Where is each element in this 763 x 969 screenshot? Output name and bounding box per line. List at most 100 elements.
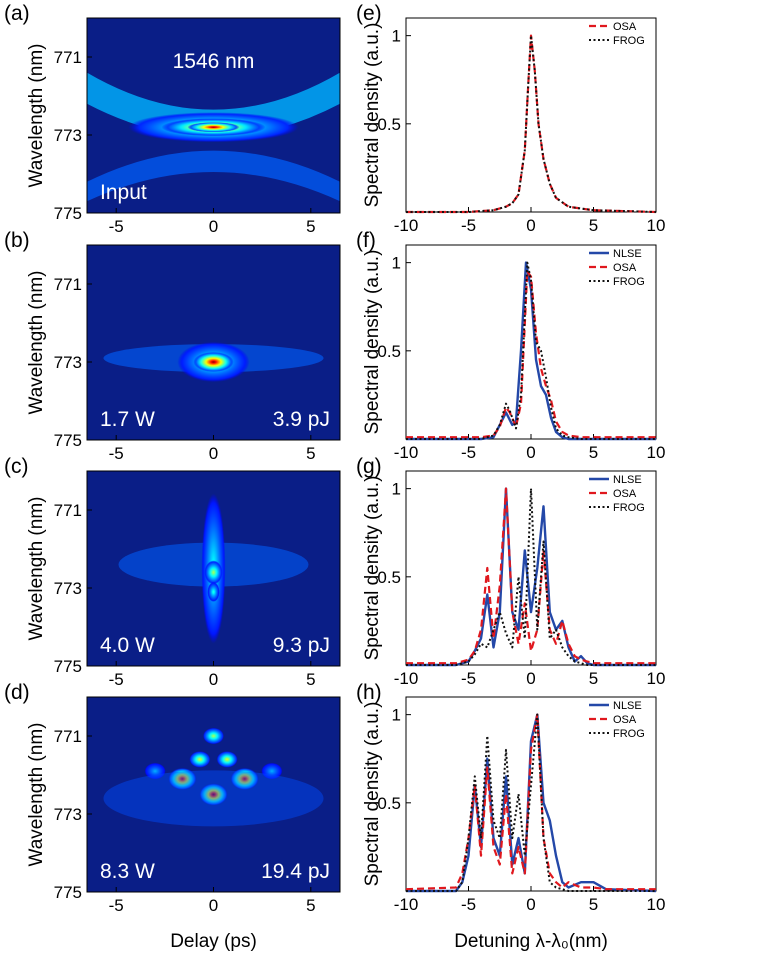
legend-label: FROG <box>613 276 645 288</box>
x-tick-label: -10 <box>394 895 419 914</box>
legend-label: NLSE <box>613 474 642 486</box>
heatmap-feature <box>193 352 234 372</box>
series-line-nlse <box>406 487 656 667</box>
heatmap-body <box>103 342 324 382</box>
series-line-frog <box>406 34 657 213</box>
x-tick-label: 0 <box>526 443 535 462</box>
legend-box <box>585 248 651 294</box>
y-axis-title: Spectral density (a.u.) <box>362 702 383 887</box>
x-tick-label: -10 <box>394 443 419 462</box>
y-tick-label: 771 <box>54 501 82 520</box>
heatmap-feature <box>230 767 259 790</box>
x-tick-label: 0 <box>209 670 218 689</box>
heatmap-feature <box>168 767 197 790</box>
y-tick-label: 1 <box>392 706 401 725</box>
y-tick-label: 0.5 <box>377 342 401 361</box>
heatmap-annotation: 8.3 W <box>100 860 155 883</box>
heatmap-panel-c: 771 773 775 -5 0 5 Wavelength (nm) (c) 4.0 W 9.3 … <box>4 455 341 689</box>
y-tick-label: 773 <box>54 579 82 598</box>
x-axis-title: Delay (ps) <box>170 931 257 952</box>
x-tick-label: -10 <box>394 669 419 688</box>
panel-letter: (d) <box>4 681 30 704</box>
heatmap-feature <box>216 751 238 768</box>
heatmap-annotation: Input <box>100 181 147 204</box>
heatmap-feature <box>187 122 240 133</box>
y-tick-label: 771 <box>54 727 82 746</box>
y-tick-label: 1 <box>392 254 401 273</box>
x-tick-label: -5 <box>109 670 124 689</box>
panel-letter: (f) <box>356 229 376 252</box>
heatmap-feature <box>261 762 283 780</box>
heatmap-body <box>87 72 340 202</box>
x-tick-label: 5 <box>589 216 598 235</box>
heatmap-panel-a: 771 773 775 -5 0 5 Wavelength (nm) (a) 1546 nm In… <box>4 2 341 236</box>
y-axis-title: Spectral density (a.u.) <box>362 476 383 661</box>
x-tick-label: 10 <box>647 443 666 462</box>
x-tick-label: 5 <box>306 896 315 915</box>
y-tick-label: 0.5 <box>377 115 401 134</box>
x-tick-label: -5 <box>109 217 124 236</box>
legend-label: OSA <box>613 488 637 500</box>
panel-letter: (b) <box>4 229 30 252</box>
spectrum-panel-g: -10 -5 0 5 10 0.5 1 NLSE OSA FROG Spectral density… <box>356 455 665 688</box>
heatmap-panel-b: 771 773 775 -5 0 5 Wavelength (nm) (b) 1.7 W 3.9 … <box>4 229 341 463</box>
x-tick-label: 10 <box>647 216 666 235</box>
x-tick-label: 0 <box>526 895 535 914</box>
heatmap-annotation: 3.9 pJ <box>273 408 330 431</box>
y-tick-label: 775 <box>54 657 82 676</box>
y-tick-label: 773 <box>54 805 82 824</box>
x-tick-label: 0 <box>526 216 535 235</box>
y-tick-label: 775 <box>54 204 82 223</box>
heatmap-feature <box>204 560 223 585</box>
heatmap-annotation: 19.4 pJ <box>261 860 330 883</box>
heatmap-panel-d: 771 773 775 -5 0 5 Wavelength (nm) (d) 8.3 W 19.4… <box>4 681 341 915</box>
y-tick-label: 0.5 <box>377 794 401 813</box>
x-tick-label: -5 <box>461 669 476 688</box>
heatmap-annotation: 1546 nm <box>173 50 255 73</box>
heatmap-feature <box>189 751 211 768</box>
panel-letter: (c) <box>4 455 29 478</box>
y-tick-label: 771 <box>54 275 82 294</box>
y-tick-label: 1 <box>392 480 401 499</box>
panel-letter: (h) <box>356 681 382 704</box>
legend-label: OSA <box>613 714 637 726</box>
x-tick-label: -5 <box>109 444 124 463</box>
panel-letter: (g) <box>356 455 382 478</box>
x-axis-title: Detuning λ-λ₀(nm) <box>454 931 608 952</box>
legend-label: OSA <box>613 21 637 33</box>
y-tick-label: 0.5 <box>377 568 401 587</box>
heatmap-annotation: 1.7 W <box>100 408 155 431</box>
x-tick-label: 10 <box>647 669 666 688</box>
legend-label: FROG <box>613 502 645 514</box>
spectrum-panel-h: -10 -5 0 5 10 0.5 1 NLSE OSA FROG Spectral density… <box>356 681 665 914</box>
legend-label: FROG <box>613 728 645 740</box>
x-tick-label: -10 <box>394 216 419 235</box>
x-tick-label: -5 <box>109 896 124 915</box>
y-tick-label: 771 <box>54 48 82 67</box>
panel-letter: (e) <box>356 2 382 25</box>
x-tick-label: 0 <box>526 669 535 688</box>
y-tick-label: 773 <box>54 353 82 372</box>
y-axis-title: Spectral density (a.u.) <box>362 250 383 435</box>
y-tick-label: 773 <box>54 126 82 145</box>
x-tick-label: 5 <box>589 669 598 688</box>
y-axis-title: Wavelength (nm) <box>26 44 47 188</box>
legend-box <box>585 700 651 746</box>
heatmap-feature <box>203 727 224 745</box>
spectrum-panel-f: -10 -5 0 5 10 0.5 1 NLSE OSA FROG Spectral density… <box>356 229 665 462</box>
spectrum-panel-e: -10 -5 0 5 10 0.5 1 OSA FROG Spectral density (a.… <box>356 2 665 235</box>
x-tick-label: 10 <box>647 895 666 914</box>
y-tick-label: 1 <box>392 27 401 46</box>
heatmap-feature <box>87 150 340 202</box>
legend-label: FROG <box>613 35 645 47</box>
x-tick-label: 5 <box>306 670 315 689</box>
x-tick-label: -5 <box>461 895 476 914</box>
heatmap-feature <box>207 581 220 602</box>
x-tick-label: 0 <box>209 217 218 236</box>
y-tick-label: 775 <box>54 883 82 902</box>
heatmap-body <box>103 727 324 827</box>
x-tick-label: 5 <box>306 217 315 236</box>
legend-label: NLSE <box>613 700 642 712</box>
